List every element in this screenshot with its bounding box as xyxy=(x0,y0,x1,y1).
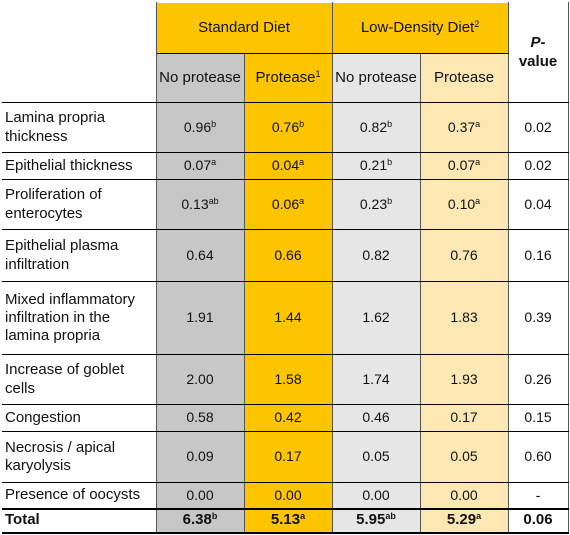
subheader-no-protease-standard: No protease xyxy=(156,53,245,103)
table-row: Epithelial plasma infiltration 0.64 0.66… xyxy=(2,229,569,282)
cell-value: 0.13ab xyxy=(156,179,245,230)
cell-value: 0.17 xyxy=(244,431,333,483)
cell-pvalue: 0.60 xyxy=(508,431,569,483)
table-row: Necrosis / apical karyolysis 0.09 0.17 0… xyxy=(2,431,569,483)
row-label: Proliferation of enterocytes xyxy=(2,179,157,230)
cell-pvalue: 0.04 xyxy=(508,179,569,230)
total-value: 5.95ab xyxy=(332,507,421,534)
cell-value: 0.00 xyxy=(244,482,333,509)
row-label: Congestion xyxy=(2,404,157,432)
cell-value: 0.64 xyxy=(156,229,245,282)
group-header-low-density: Low-Density Diet2 xyxy=(332,2,509,54)
cell-value: 1.62 xyxy=(332,281,421,355)
row-label: Presence of oocysts xyxy=(2,482,157,509)
group-header-standard: Standard Diet xyxy=(156,2,333,54)
row-label: Epithelial thickness xyxy=(2,152,157,180)
table-row: Lamina propria thickness 0.96b 0.76b 0.8… xyxy=(2,102,569,153)
cell-value: 1.58 xyxy=(244,354,333,405)
cell-pvalue: 0.15 xyxy=(508,404,569,432)
cell-value: 0.00 xyxy=(420,482,509,509)
cell-value: 0.04a xyxy=(244,152,333,180)
total-label: Total xyxy=(2,507,157,534)
cell-value: 0.07a xyxy=(420,152,509,180)
row-label: Lamina propria thickness xyxy=(2,102,157,153)
cell-value: 0.06a xyxy=(244,179,333,230)
total-value: 6.38b xyxy=(156,507,245,534)
row-label: Epithelial plasma infiltration xyxy=(2,229,157,282)
subheader-no-protease-low-density: No protease xyxy=(332,53,421,103)
cell-value: 0.66 xyxy=(244,229,333,282)
cell-value: 0.17 xyxy=(420,404,509,432)
cell-value: 0.05 xyxy=(332,431,421,483)
cell-value: 0.58 xyxy=(156,404,245,432)
cell-value: 0.07a xyxy=(156,152,245,180)
total-value: 5.13a xyxy=(244,507,333,534)
cell-pvalue: 0.02 xyxy=(508,102,569,153)
cell-pvalue: - xyxy=(508,482,569,509)
row-label: Increase of goblet cells xyxy=(2,354,157,405)
cell-value: 0.05 xyxy=(420,431,509,483)
cell-value: 0.42 xyxy=(244,404,333,432)
table-row: Proliferation of enterocytes 0.13ab 0.06… xyxy=(2,179,569,230)
table-row: Epithelial thickness 0.07a 0.04a 0.21b 0… xyxy=(2,152,569,180)
table-row: Presence of oocysts 0.00 0.00 0.00 0.00 … xyxy=(2,482,569,509)
cell-pvalue: 0.39 xyxy=(508,281,569,355)
cell-value: 0.37a xyxy=(420,102,509,153)
cell-value: 0.21b xyxy=(332,152,421,180)
cell-value: 0.96b xyxy=(156,102,245,153)
cell-value: 0.00 xyxy=(332,482,421,509)
cell-value: 0.76 xyxy=(420,229,509,282)
subheader-protease-low-density: Protease xyxy=(420,53,509,103)
cell-value: 0.10a xyxy=(420,179,509,230)
cell-value: 0.00 xyxy=(156,482,245,509)
cell-pvalue: 0.02 xyxy=(508,152,569,180)
cell-value: 1.74 xyxy=(332,354,421,405)
table-row: Increase of goblet cells 2.00 1.58 1.74 … xyxy=(2,354,569,405)
row-label: Necrosis / apical karyolysis xyxy=(2,431,157,483)
total-pvalue: 0.06 xyxy=(508,507,569,534)
cell-value: 1.83 xyxy=(420,281,509,355)
cell-value: 0.76b xyxy=(244,102,333,153)
cell-value: 0.09 xyxy=(156,431,245,483)
subheader-protease-standard: Protease1 xyxy=(244,53,333,103)
cell-value: 2.00 xyxy=(156,354,245,405)
cell-value: 0.23b xyxy=(332,179,421,230)
cell-value: 1.44 xyxy=(244,281,333,355)
total-value: 5.29a xyxy=(420,507,509,534)
cell-value: 0.82 xyxy=(332,229,421,282)
cell-value: 1.91 xyxy=(156,281,245,355)
cell-value: 0.82b xyxy=(332,102,421,153)
pvalue-header: P-value xyxy=(508,2,569,103)
table-row: Congestion 0.58 0.42 0.46 0.17 0.15 xyxy=(2,404,569,432)
total-row: Total 6.38b 5.13a 5.95ab 5.29a 0.06 xyxy=(2,507,569,534)
cell-value: 1.93 xyxy=(420,354,509,405)
corner-cell xyxy=(2,2,157,103)
table-row: Mixed inflammatory infiltration in the l… xyxy=(2,281,569,355)
cell-pvalue: 0.16 xyxy=(508,229,569,282)
row-label: Mixed inflammatory infiltration in the l… xyxy=(2,281,157,355)
cell-pvalue: 0.26 xyxy=(508,354,569,405)
cell-value: 0.46 xyxy=(332,404,421,432)
